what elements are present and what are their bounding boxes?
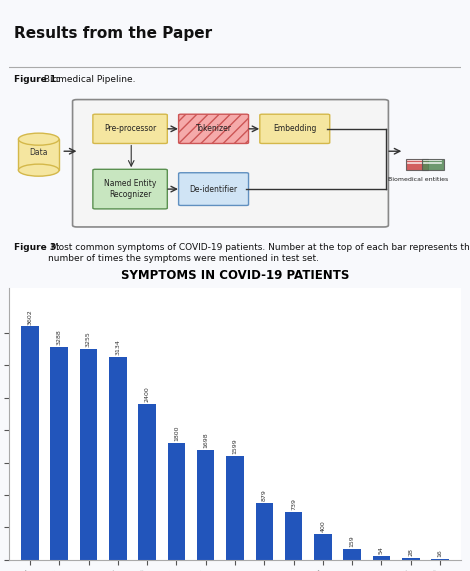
Bar: [402, 558, 420, 560]
Text: 879: 879: [262, 489, 267, 501]
Ellipse shape: [18, 164, 59, 176]
Bar: [168, 443, 185, 560]
Bar: [226, 456, 244, 560]
Text: 159: 159: [350, 536, 355, 548]
FancyBboxPatch shape: [179, 114, 249, 143]
FancyBboxPatch shape: [72, 99, 388, 227]
Bar: [109, 357, 126, 560]
Text: 2400: 2400: [145, 387, 149, 403]
Text: 3255: 3255: [86, 331, 91, 347]
Text: 1698: 1698: [203, 432, 208, 448]
Bar: [256, 502, 273, 560]
Bar: [50, 347, 68, 560]
Text: De-identifier: De-identifier: [189, 184, 238, 194]
Bar: [344, 549, 361, 560]
Bar: [138, 404, 156, 560]
Text: Data: Data: [30, 147, 48, 156]
Text: Figure 1:: Figure 1:: [14, 75, 60, 85]
Bar: [18, 139, 59, 170]
Text: 3602: 3602: [27, 309, 32, 324]
Text: Biomedical entities: Biomedical entities: [388, 177, 448, 182]
Text: Figure 3:: Figure 3:: [14, 243, 60, 252]
Bar: [80, 349, 97, 560]
Bar: [285, 512, 302, 560]
Text: 739: 739: [291, 498, 296, 510]
FancyBboxPatch shape: [260, 114, 330, 143]
Text: 28: 28: [408, 548, 413, 556]
Text: 3134: 3134: [115, 339, 120, 355]
Text: 54: 54: [379, 546, 384, 554]
Title: SYMPTOMS IN COVID-19 PATIENTS: SYMPTOMS IN COVID-19 PATIENTS: [121, 270, 349, 283]
FancyBboxPatch shape: [179, 173, 249, 206]
Text: Pre-processor: Pre-processor: [104, 124, 156, 134]
Text: 1800: 1800: [174, 425, 179, 441]
Text: Tokenizer: Tokenizer: [196, 124, 232, 134]
FancyBboxPatch shape: [93, 169, 167, 209]
Text: 1599: 1599: [233, 439, 237, 454]
Bar: [21, 327, 39, 560]
Text: Most common symptoms of COVID-19 patients. Number at the top of each bar represe: Most common symptoms of COVID-19 patient…: [48, 243, 470, 263]
Text: 3288: 3288: [57, 329, 62, 345]
Bar: [373, 556, 390, 560]
Text: Biomedical Pipeline.: Biomedical Pipeline.: [41, 75, 135, 85]
Text: 16: 16: [438, 549, 443, 557]
FancyBboxPatch shape: [407, 159, 428, 170]
Ellipse shape: [18, 133, 59, 145]
FancyBboxPatch shape: [93, 114, 167, 143]
Text: Results from the Paper: Results from the Paper: [14, 26, 212, 41]
Text: Embedding: Embedding: [273, 124, 316, 134]
Text: 400: 400: [321, 520, 325, 532]
Text: Named Entity
Recognizer: Named Entity Recognizer: [104, 179, 157, 199]
Bar: [431, 558, 449, 560]
Bar: [314, 534, 332, 560]
Bar: [197, 450, 214, 560]
FancyBboxPatch shape: [422, 159, 444, 170]
